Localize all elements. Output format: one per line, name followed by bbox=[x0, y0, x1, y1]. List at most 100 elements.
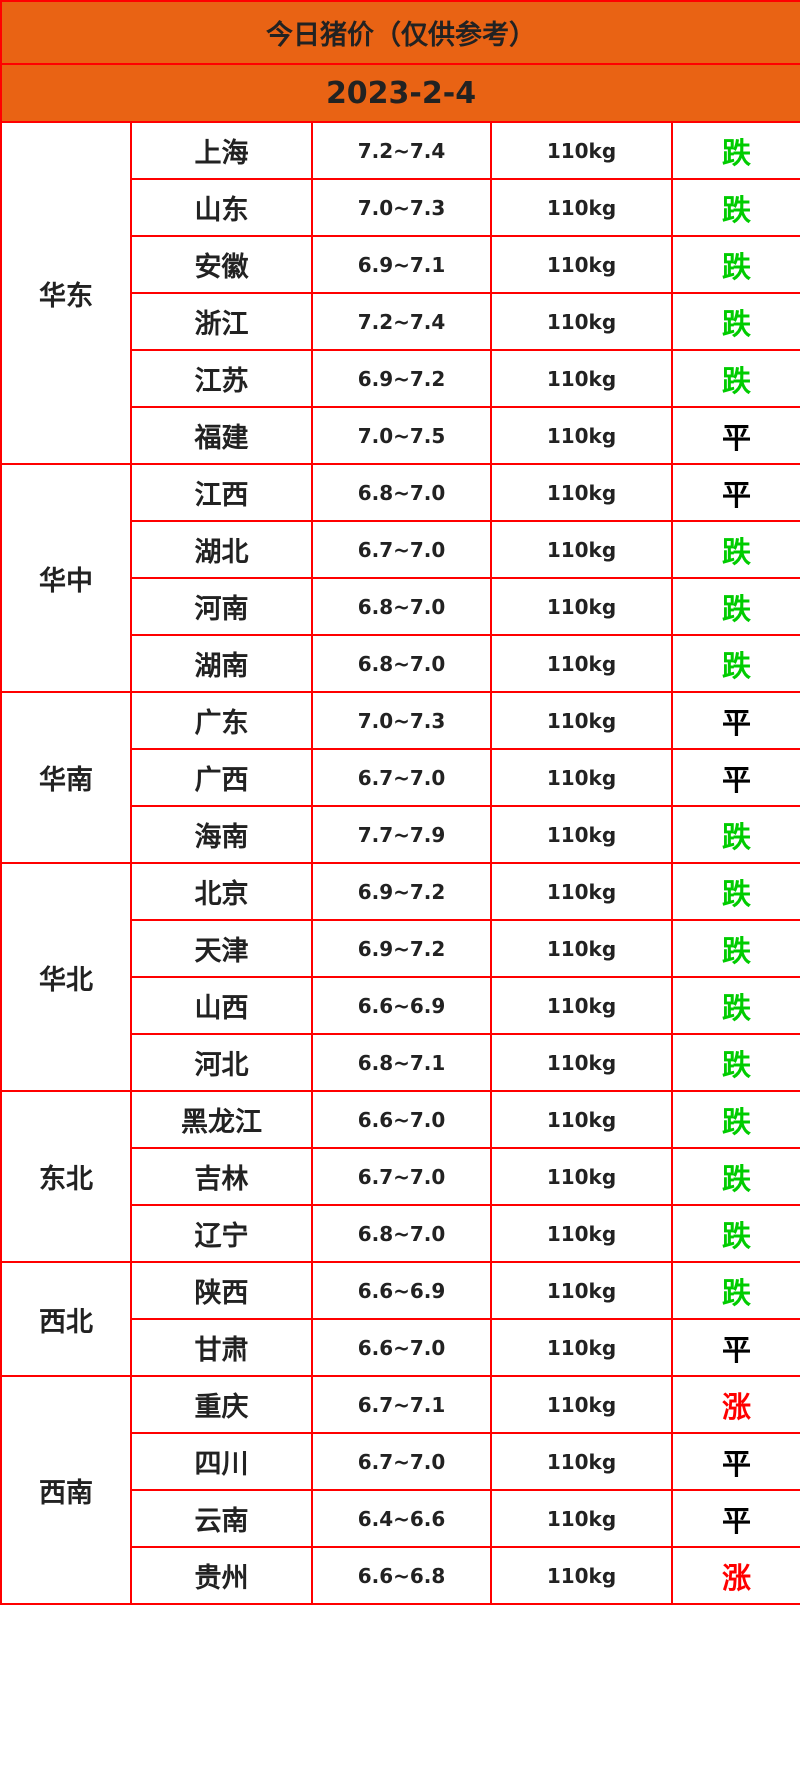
weight-cell: 110kg bbox=[490, 520, 673, 579]
table-row: 华中 江西 6.8~7.0 110kg 平 bbox=[0, 463, 800, 693]
table-row: 华东 上海 7.2~7.4 110kg 跌 bbox=[0, 121, 800, 465]
table-row: 辽宁 6.8~7.0 110kg 跌 bbox=[1, 1204, 800, 1263]
table-row: 天津 6.9~7.2 110kg 跌 bbox=[1, 919, 800, 978]
province-cell: 陕西 bbox=[130, 1261, 313, 1320]
province-cell: 上海 bbox=[130, 121, 313, 180]
trend-cell: 平 bbox=[670, 406, 800, 465]
trend-cell: 平 bbox=[670, 748, 800, 807]
weight-cell: 110kg bbox=[490, 919, 673, 978]
price-cell: 6.4~6.6 bbox=[311, 1489, 492, 1548]
region-cell: 东北 bbox=[0, 1090, 132, 1263]
trend-cell: 跌 bbox=[670, 577, 800, 636]
price-cell: 7.0~7.3 bbox=[311, 691, 492, 750]
province-cell: 山西 bbox=[130, 976, 313, 1035]
province-cell: 江西 bbox=[130, 463, 313, 522]
price-cell: 7.0~7.5 bbox=[311, 406, 492, 465]
province-cell: 吉林 bbox=[130, 1147, 313, 1206]
region-cell: 华中 bbox=[0, 463, 132, 693]
trend-cell: 跌 bbox=[670, 976, 800, 1035]
province-cell: 湖南 bbox=[130, 634, 313, 693]
price-cell: 6.7~7.0 bbox=[311, 748, 492, 807]
price-cell: 7.2~7.4 bbox=[311, 121, 492, 180]
weight-cell: 110kg bbox=[490, 292, 673, 351]
weight-cell: 110kg bbox=[490, 1489, 673, 1548]
table-row: 西北 陕西 6.6~6.9 110kg 跌 bbox=[0, 1261, 800, 1377]
region-cell: 华东 bbox=[0, 121, 132, 465]
price-cell: 6.7~7.0 bbox=[311, 1432, 492, 1491]
price-cell: 6.8~7.0 bbox=[311, 634, 492, 693]
price-cell: 6.6~7.0 bbox=[311, 1090, 492, 1149]
table-row: 广西 6.7~7.0 110kg 平 bbox=[1, 748, 800, 807]
weight-cell: 110kg bbox=[490, 349, 673, 408]
province-cell: 河北 bbox=[130, 1033, 313, 1092]
province-cell: 广东 bbox=[130, 691, 313, 750]
table-row: 吉林 6.7~7.0 110kg 跌 bbox=[1, 1147, 800, 1206]
weight-cell: 110kg bbox=[490, 1375, 673, 1434]
trend-cell: 平 bbox=[670, 691, 800, 750]
price-cell: 6.8~7.1 bbox=[311, 1033, 492, 1092]
table-row: 海南 7.7~7.9 110kg 跌 bbox=[1, 805, 800, 864]
weight-cell: 110kg bbox=[490, 862, 673, 921]
weight-cell: 110kg bbox=[490, 1147, 673, 1206]
weight-cell: 110kg bbox=[490, 406, 673, 465]
weight-cell: 110kg bbox=[490, 691, 673, 750]
price-cell: 6.8~7.0 bbox=[311, 1204, 492, 1263]
weight-cell: 110kg bbox=[490, 805, 673, 864]
price-cell: 6.6~7.0 bbox=[311, 1318, 492, 1377]
table-row: 湖南 6.8~7.0 110kg 跌 bbox=[1, 634, 800, 693]
trend-cell: 跌 bbox=[670, 1090, 800, 1149]
price-cell: 7.2~7.4 bbox=[311, 292, 492, 351]
table-row: 四川 6.7~7.0 110kg 平 bbox=[1, 1432, 800, 1491]
weight-cell: 110kg bbox=[490, 1204, 673, 1263]
weight-cell: 110kg bbox=[490, 1261, 673, 1320]
price-cell: 6.9~7.2 bbox=[311, 349, 492, 408]
trend-cell: 跌 bbox=[670, 1033, 800, 1092]
trend-cell: 跌 bbox=[670, 1147, 800, 1206]
province-cell: 河南 bbox=[130, 577, 313, 636]
price-cell: 6.8~7.0 bbox=[311, 463, 492, 522]
weight-cell: 110kg bbox=[490, 121, 673, 180]
price-cell: 6.6~6.9 bbox=[311, 976, 492, 1035]
price-cell: 6.6~6.9 bbox=[311, 1261, 492, 1320]
price-cell: 6.6~6.8 bbox=[311, 1546, 492, 1605]
trend-cell: 跌 bbox=[670, 919, 800, 978]
trend-cell: 跌 bbox=[670, 235, 800, 294]
province-cell: 安徽 bbox=[130, 235, 313, 294]
province-cell: 湖北 bbox=[130, 520, 313, 579]
province-cell: 天津 bbox=[130, 919, 313, 978]
trend-cell: 跌 bbox=[670, 1204, 800, 1263]
table-row: 山东 7.0~7.3 110kg 跌 bbox=[1, 178, 800, 237]
province-cell: 海南 bbox=[130, 805, 313, 864]
table-date: 2023-2-4 bbox=[0, 63, 800, 123]
price-cell: 7.0~7.3 bbox=[311, 178, 492, 237]
price-cell: 6.9~7.2 bbox=[311, 862, 492, 921]
trend-cell: 平 bbox=[670, 463, 800, 522]
province-cell: 福建 bbox=[130, 406, 313, 465]
trend-cell: 跌 bbox=[670, 805, 800, 864]
table-row: 河北 6.8~7.1 110kg 跌 bbox=[1, 1033, 800, 1092]
trend-cell: 跌 bbox=[670, 862, 800, 921]
table-row: 湖北 6.7~7.0 110kg 跌 bbox=[1, 520, 800, 579]
province-cell: 广西 bbox=[130, 748, 313, 807]
table-row: 贵州 6.6~6.8 110kg 涨 bbox=[1, 1546, 800, 1605]
province-cell: 甘肃 bbox=[130, 1318, 313, 1377]
table-row: 甘肃 6.6~7.0 110kg 平 bbox=[1, 1318, 800, 1377]
table-row: 河南 6.8~7.0 110kg 跌 bbox=[1, 577, 800, 636]
province-cell: 山东 bbox=[130, 178, 313, 237]
province-cell: 辽宁 bbox=[130, 1204, 313, 1263]
province-cell: 黑龙江 bbox=[130, 1090, 313, 1149]
province-cell: 浙江 bbox=[130, 292, 313, 351]
trend-cell: 跌 bbox=[670, 178, 800, 237]
table-row: 江苏 6.9~7.2 110kg 跌 bbox=[1, 349, 800, 408]
province-cell: 贵州 bbox=[130, 1546, 313, 1605]
province-cell: 江苏 bbox=[130, 349, 313, 408]
weight-cell: 110kg bbox=[490, 463, 673, 522]
title-row: 今日猪价（仅供参考） bbox=[0, 0, 800, 65]
table-row: 华南 广东 7.0~7.3 110kg 平 bbox=[0, 691, 800, 864]
trend-cell: 跌 bbox=[670, 292, 800, 351]
pig-price-table: 今日猪价（仅供参考） 2023-2-4 华东 上海 7.2~7.4 110kg 跌山东 7… bbox=[0, 0, 800, 1605]
trend-cell: 平 bbox=[670, 1489, 800, 1548]
region-cell: 西南 bbox=[0, 1375, 132, 1605]
price-cell: 6.7~7.0 bbox=[311, 1147, 492, 1206]
table-row: 浙江 7.2~7.4 110kg 跌 bbox=[1, 292, 800, 351]
